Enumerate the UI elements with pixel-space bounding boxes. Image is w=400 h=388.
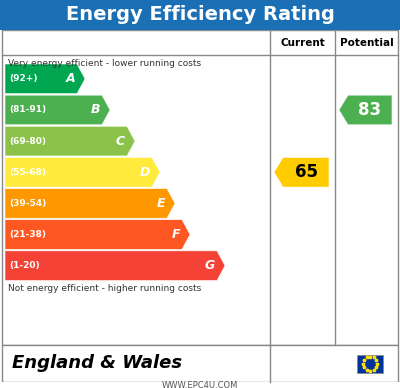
Text: (55-68): (55-68) (9, 168, 46, 177)
Text: G: G (205, 259, 215, 272)
Bar (0, 0, 400, 30)
Polygon shape (5, 95, 110, 125)
Text: (21-38): (21-38) (9, 230, 46, 239)
Text: WWW.EPC4U.COM: WWW.EPC4U.COM (162, 381, 238, 388)
Polygon shape (5, 64, 85, 94)
Bar (357, 355, 383, 372)
Text: B: B (90, 104, 100, 116)
Text: D: D (140, 166, 150, 179)
Text: Not energy efficient - higher running costs: Not energy efficient - higher running co… (8, 284, 201, 293)
Text: (1-20): (1-20) (9, 261, 40, 270)
Polygon shape (5, 220, 190, 249)
Bar (2, 30, 398, 345)
Bar (2, 345, 398, 382)
Text: (92+): (92+) (9, 74, 38, 83)
Text: Energy Efficiency Rating: Energy Efficiency Rating (66, 5, 334, 24)
Text: Current: Current (280, 38, 325, 47)
Text: Potential: Potential (340, 38, 393, 47)
Text: 65: 65 (294, 163, 318, 181)
Bar (0, 382, 400, 388)
Text: Very energy efficient - lower running costs: Very energy efficient - lower running co… (8, 59, 201, 68)
Text: 83: 83 (358, 101, 382, 119)
Text: A: A (65, 72, 75, 85)
Polygon shape (5, 251, 225, 281)
Text: F: F (172, 228, 180, 241)
Polygon shape (5, 158, 160, 187)
Text: (69-80): (69-80) (9, 137, 46, 146)
Polygon shape (5, 189, 175, 218)
Text: C: C (116, 135, 125, 147)
Text: England & Wales: England & Wales (12, 355, 182, 372)
Text: (81-91): (81-91) (9, 106, 46, 114)
Polygon shape (339, 95, 392, 125)
Text: E: E (156, 197, 165, 210)
Polygon shape (5, 126, 135, 156)
Polygon shape (274, 158, 329, 187)
Text: (39-54): (39-54) (9, 199, 46, 208)
